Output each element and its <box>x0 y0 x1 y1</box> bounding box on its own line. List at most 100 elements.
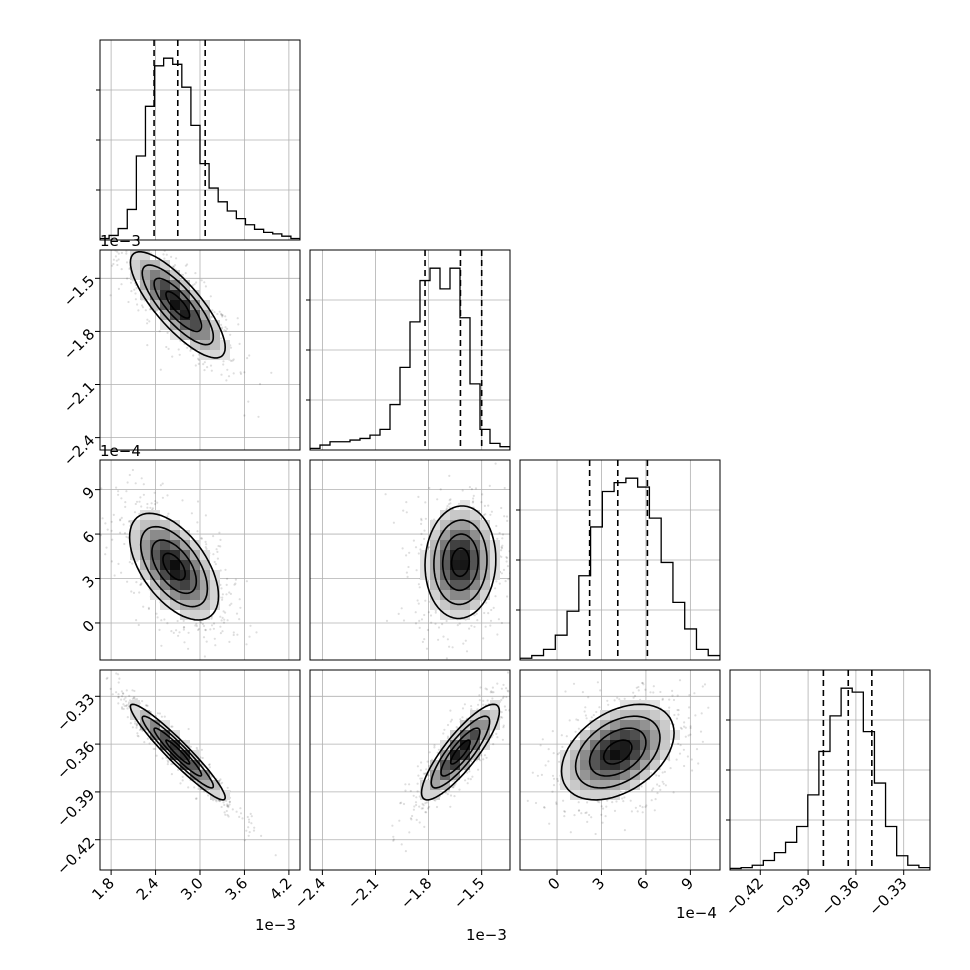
sample-point <box>463 703 466 706</box>
sample-point <box>448 499 451 502</box>
density-cell <box>430 530 440 540</box>
sample-point <box>701 740 705 743</box>
sample-point <box>223 811 226 814</box>
sample-point <box>490 510 493 513</box>
sample-point <box>451 646 454 649</box>
sample-point <box>135 698 139 701</box>
sample-point <box>123 704 126 708</box>
sample-point <box>689 725 692 728</box>
density-cell <box>440 520 450 530</box>
sample-point <box>232 631 235 634</box>
density-cell <box>450 750 460 760</box>
sample-point <box>142 493 145 496</box>
y-tick-label: −0.42 <box>53 833 98 878</box>
sample-point <box>146 737 149 740</box>
density-cell <box>580 770 590 780</box>
sample-point <box>178 631 181 634</box>
density-cell <box>470 590 480 600</box>
sample-point <box>490 690 493 693</box>
sample-point <box>514 709 516 711</box>
contour-level <box>449 739 472 765</box>
sample-point <box>424 517 427 520</box>
sample-point <box>426 760 429 763</box>
sample-point <box>458 788 461 791</box>
sample-point <box>195 746 198 750</box>
density-cell <box>560 760 570 770</box>
sample-point <box>477 703 480 706</box>
sample-point <box>147 607 150 611</box>
sample-point <box>232 633 235 637</box>
sample-point <box>165 345 168 349</box>
sample-point <box>223 803 226 807</box>
sample-point <box>158 712 161 715</box>
sample-point <box>505 556 509 560</box>
scatter-panel-3-0 <box>99 669 301 871</box>
sample-point <box>412 808 415 811</box>
sample-point <box>227 806 230 809</box>
density-cell <box>640 710 650 720</box>
sample-point <box>586 820 589 824</box>
sample-point <box>166 494 169 497</box>
contour-level <box>588 727 647 777</box>
sample-point <box>151 507 154 510</box>
sample-point <box>423 638 426 641</box>
sample-point <box>209 295 212 298</box>
sample-point <box>246 815 249 819</box>
sample-point <box>537 697 539 699</box>
sample-point <box>105 677 108 680</box>
sample-point <box>587 726 590 729</box>
sample-point <box>434 622 437 625</box>
sample-point <box>423 529 426 532</box>
sample-point <box>443 728 446 731</box>
x-axis-3: −0.42 −0.39 −0.36 −0.33 <box>722 870 911 919</box>
sample-point <box>505 556 508 559</box>
density-cell <box>590 790 600 800</box>
sample-point <box>178 353 181 356</box>
sample-point <box>149 506 152 509</box>
sample-point <box>494 587 497 590</box>
sample-point <box>514 686 516 688</box>
sample-point <box>522 632 524 634</box>
sample-point <box>544 764 547 767</box>
histogram-3-outline <box>730 687 930 870</box>
sample-point <box>247 400 250 403</box>
sample-point <box>473 625 476 628</box>
sample-point <box>224 813 227 816</box>
density-cell <box>620 740 630 750</box>
sample-point <box>141 306 145 309</box>
sample-point <box>563 815 566 818</box>
sample-point <box>205 543 208 546</box>
density-cell <box>620 730 630 740</box>
density-cell <box>450 600 460 610</box>
density-cell <box>160 730 170 740</box>
sample-point <box>123 698 126 701</box>
sample-point <box>703 683 707 686</box>
sample-point <box>222 360 225 363</box>
sample-point <box>170 725 173 728</box>
sample-point <box>260 834 263 838</box>
density-cell <box>130 250 140 260</box>
sample-point <box>611 801 614 804</box>
sample-point <box>166 759 169 762</box>
sample-point <box>500 555 503 559</box>
sample-point <box>239 606 242 609</box>
sample-point <box>449 498 452 501</box>
sample-point <box>148 742 151 745</box>
density-cell <box>200 610 210 620</box>
sample-point <box>421 802 424 806</box>
density-cell <box>140 570 150 580</box>
sample-point <box>445 507 448 510</box>
sample-point <box>156 712 159 715</box>
density-cell <box>480 560 490 570</box>
density-cell <box>210 600 220 610</box>
sample-point <box>133 288 136 291</box>
sample-point <box>399 802 402 805</box>
sample-point <box>494 462 497 465</box>
sample-point <box>402 802 406 806</box>
sample-point <box>115 259 118 262</box>
sample-point <box>437 638 440 641</box>
sample-point <box>505 695 508 699</box>
density-cell <box>590 720 600 730</box>
sample-point <box>471 501 474 504</box>
density-cell <box>660 720 670 730</box>
